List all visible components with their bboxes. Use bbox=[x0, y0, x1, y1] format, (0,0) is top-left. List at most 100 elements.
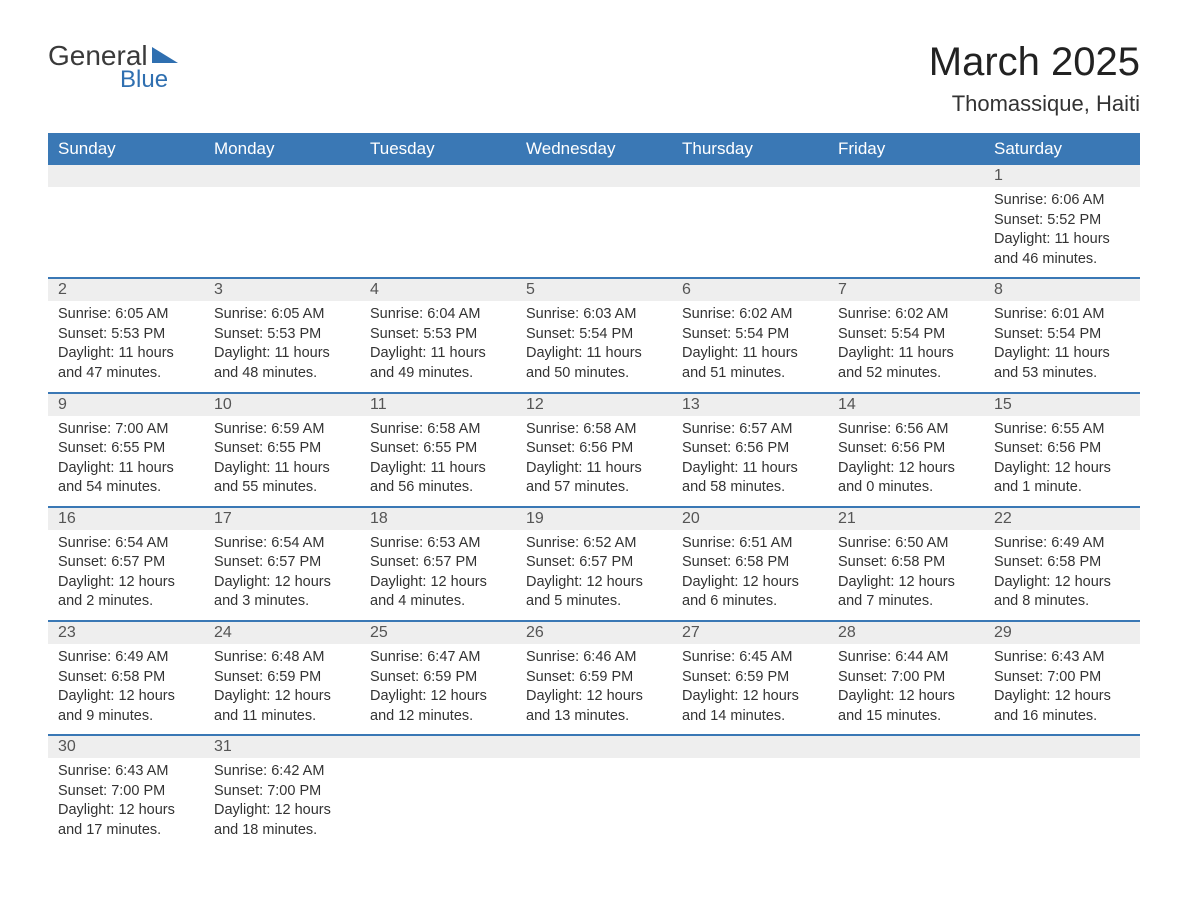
day-number-cell: 25 bbox=[360, 621, 516, 644]
daylight-line: Daylight: 11 hours and 57 minutes. bbox=[526, 459, 662, 498]
sunrise-line: Sunrise: 6:42 AM bbox=[214, 762, 350, 782]
sunrise-line: Sunrise: 6:57 AM bbox=[682, 420, 818, 440]
day-number-cell bbox=[204, 165, 360, 187]
title-location: Thomassique, Haiti bbox=[929, 91, 1140, 117]
day-info-cell: Sunrise: 6:58 AMSunset: 6:55 PMDaylight:… bbox=[360, 416, 516, 507]
sunset-line: Sunset: 6:58 PM bbox=[682, 553, 818, 573]
day-info-cell: Sunrise: 6:51 AMSunset: 6:58 PMDaylight:… bbox=[672, 530, 828, 621]
day-info-cell: Sunrise: 6:55 AMSunset: 6:56 PMDaylight:… bbox=[984, 416, 1140, 507]
day-number-cell: 15 bbox=[984, 393, 1140, 416]
daylight-line: Daylight: 12 hours and 8 minutes. bbox=[994, 573, 1130, 612]
sunset-line: Sunset: 6:55 PM bbox=[58, 439, 194, 459]
day-number-row: 16171819202122 bbox=[48, 507, 1140, 530]
sunrise-line: Sunrise: 6:02 AM bbox=[838, 305, 974, 325]
day-number-cell: 31 bbox=[204, 735, 360, 758]
day-number-cell: 9 bbox=[48, 393, 204, 416]
day-info-cell: Sunrise: 6:06 AMSunset: 5:52 PMDaylight:… bbox=[984, 187, 1140, 278]
daylight-line: Daylight: 11 hours and 47 minutes. bbox=[58, 344, 194, 383]
day-info-cell bbox=[984, 758, 1140, 848]
daylight-line: Daylight: 12 hours and 9 minutes. bbox=[58, 687, 194, 726]
header: General Blue March 2025 Thomassique, Hai… bbox=[48, 40, 1140, 117]
sunrise-line: Sunrise: 6:48 AM bbox=[214, 648, 350, 668]
day-info-row: Sunrise: 6:54 AMSunset: 6:57 PMDaylight:… bbox=[48, 530, 1140, 621]
day-info-row: Sunrise: 6:06 AMSunset: 5:52 PMDaylight:… bbox=[48, 187, 1140, 278]
daylight-line: Daylight: 11 hours and 54 minutes. bbox=[58, 459, 194, 498]
day-number-cell: 14 bbox=[828, 393, 984, 416]
sunrise-line: Sunrise: 6:49 AM bbox=[994, 534, 1130, 554]
day-number-cell: 28 bbox=[828, 621, 984, 644]
sunset-line: Sunset: 6:56 PM bbox=[526, 439, 662, 459]
day-info-cell: Sunrise: 6:04 AMSunset: 5:53 PMDaylight:… bbox=[360, 301, 516, 392]
sunset-line: Sunset: 5:53 PM bbox=[370, 325, 506, 345]
weekday-header: Wednesday bbox=[516, 133, 672, 165]
sunset-line: Sunset: 5:54 PM bbox=[838, 325, 974, 345]
logo-text-blue: Blue bbox=[120, 66, 168, 94]
day-info-cell: Sunrise: 6:43 AMSunset: 7:00 PMDaylight:… bbox=[48, 758, 204, 848]
daylight-line: Daylight: 12 hours and 16 minutes. bbox=[994, 687, 1130, 726]
day-number-row: 2345678 bbox=[48, 278, 1140, 301]
sunrise-line: Sunrise: 6:59 AM bbox=[214, 420, 350, 440]
sunrise-line: Sunrise: 6:49 AM bbox=[58, 648, 194, 668]
weekday-header: Sunday bbox=[48, 133, 204, 165]
day-number-cell: 13 bbox=[672, 393, 828, 416]
day-info-row: Sunrise: 6:05 AMSunset: 5:53 PMDaylight:… bbox=[48, 301, 1140, 392]
day-info-cell: Sunrise: 6:05 AMSunset: 5:53 PMDaylight:… bbox=[48, 301, 204, 392]
daylight-line: Daylight: 12 hours and 17 minutes. bbox=[58, 801, 194, 840]
day-number-cell bbox=[672, 735, 828, 758]
day-info-cell: Sunrise: 6:47 AMSunset: 6:59 PMDaylight:… bbox=[360, 644, 516, 735]
day-number-cell: 22 bbox=[984, 507, 1140, 530]
sunrise-line: Sunrise: 6:50 AM bbox=[838, 534, 974, 554]
day-number-cell: 21 bbox=[828, 507, 984, 530]
day-number-cell: 19 bbox=[516, 507, 672, 530]
sunset-line: Sunset: 6:57 PM bbox=[58, 553, 194, 573]
weekday-header: Tuesday bbox=[360, 133, 516, 165]
daylight-line: Daylight: 11 hours and 53 minutes. bbox=[994, 344, 1130, 383]
daylight-line: Daylight: 11 hours and 50 minutes. bbox=[526, 344, 662, 383]
sunrise-line: Sunrise: 6:47 AM bbox=[370, 648, 506, 668]
day-number-row: 23242526272829 bbox=[48, 621, 1140, 644]
sunrise-line: Sunrise: 6:54 AM bbox=[58, 534, 194, 554]
day-number-cell: 3 bbox=[204, 278, 360, 301]
day-number-cell bbox=[828, 735, 984, 758]
day-info-cell: Sunrise: 6:53 AMSunset: 6:57 PMDaylight:… bbox=[360, 530, 516, 621]
day-info-cell: Sunrise: 6:02 AMSunset: 5:54 PMDaylight:… bbox=[828, 301, 984, 392]
day-info-cell: Sunrise: 6:01 AMSunset: 5:54 PMDaylight:… bbox=[984, 301, 1140, 392]
day-info-cell bbox=[48, 187, 204, 278]
day-info-cell: Sunrise: 6:45 AMSunset: 6:59 PMDaylight:… bbox=[672, 644, 828, 735]
sunset-line: Sunset: 6:59 PM bbox=[214, 668, 350, 688]
daylight-line: Daylight: 12 hours and 18 minutes. bbox=[214, 801, 350, 840]
day-number-cell: 8 bbox=[984, 278, 1140, 301]
sunset-line: Sunset: 7:00 PM bbox=[58, 782, 194, 802]
day-number-cell: 5 bbox=[516, 278, 672, 301]
sunrise-line: Sunrise: 6:45 AM bbox=[682, 648, 818, 668]
sunset-line: Sunset: 5:52 PM bbox=[994, 211, 1130, 231]
sunset-line: Sunset: 6:56 PM bbox=[994, 439, 1130, 459]
sunset-line: Sunset: 6:56 PM bbox=[682, 439, 818, 459]
daylight-line: Daylight: 11 hours and 51 minutes. bbox=[682, 344, 818, 383]
sunset-line: Sunset: 6:55 PM bbox=[214, 439, 350, 459]
daylight-line: Daylight: 11 hours and 49 minutes. bbox=[370, 344, 506, 383]
sunrise-line: Sunrise: 6:52 AM bbox=[526, 534, 662, 554]
sunset-line: Sunset: 5:54 PM bbox=[994, 325, 1130, 345]
day-number-cell: 1 bbox=[984, 165, 1140, 187]
day-number-row: 1 bbox=[48, 165, 1140, 187]
weekday-header-row: Sunday Monday Tuesday Wednesday Thursday… bbox=[48, 133, 1140, 165]
day-info-cell: Sunrise: 6:54 AMSunset: 6:57 PMDaylight:… bbox=[204, 530, 360, 621]
sunset-line: Sunset: 5:53 PM bbox=[214, 325, 350, 345]
daylight-line: Daylight: 11 hours and 55 minutes. bbox=[214, 459, 350, 498]
sunset-line: Sunset: 6:55 PM bbox=[370, 439, 506, 459]
sunset-line: Sunset: 5:53 PM bbox=[58, 325, 194, 345]
sunrise-line: Sunrise: 6:44 AM bbox=[838, 648, 974, 668]
sunrise-line: Sunrise: 6:46 AM bbox=[526, 648, 662, 668]
logo: General Blue bbox=[48, 40, 178, 94]
daylight-line: Daylight: 12 hours and 6 minutes. bbox=[682, 573, 818, 612]
daylight-line: Daylight: 11 hours and 56 minutes. bbox=[370, 459, 506, 498]
day-number-cell: 26 bbox=[516, 621, 672, 644]
sunset-line: Sunset: 7:00 PM bbox=[214, 782, 350, 802]
day-number-cell: 12 bbox=[516, 393, 672, 416]
sunset-line: Sunset: 6:57 PM bbox=[526, 553, 662, 573]
sunset-line: Sunset: 6:59 PM bbox=[526, 668, 662, 688]
day-info-cell bbox=[204, 187, 360, 278]
day-info-cell: Sunrise: 7:00 AMSunset: 6:55 PMDaylight:… bbox=[48, 416, 204, 507]
sunset-line: Sunset: 6:58 PM bbox=[994, 553, 1130, 573]
